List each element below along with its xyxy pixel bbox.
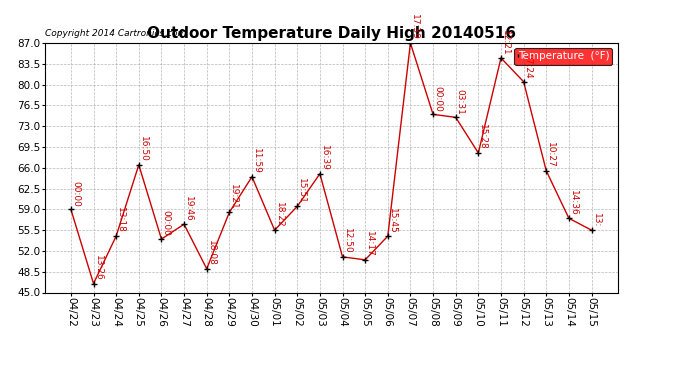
Text: 15:28: 15:28: [478, 124, 487, 150]
Text: 16:50: 16:50: [139, 136, 148, 162]
Text: 17:39: 17:39: [411, 15, 420, 40]
Text: 03:31: 03:31: [455, 89, 464, 115]
Text: 18:22: 18:22: [275, 202, 284, 227]
Text: 10:27: 10:27: [546, 142, 555, 168]
Text: 11:59: 11:59: [252, 148, 261, 174]
Title: Outdoor Temperature Daily High 20140516: Outdoor Temperature Daily High 20140516: [147, 26, 515, 40]
Legend: Temperature  (°F): Temperature (°F): [515, 48, 612, 64]
Text: 13:: 13:: [591, 213, 600, 227]
Text: 07:24: 07:24: [524, 53, 533, 79]
Text: 12:21: 12:21: [501, 30, 510, 55]
Text: 14:17: 14:17: [365, 231, 374, 257]
Text: 19:46: 19:46: [184, 196, 193, 222]
Text: 13:18: 13:18: [116, 207, 125, 233]
Text: 16:39: 16:39: [320, 145, 329, 171]
Text: 12:50: 12:50: [342, 228, 351, 254]
Text: 14:36: 14:36: [569, 190, 578, 216]
Text: 15:45: 15:45: [388, 208, 397, 233]
Text: 15:51: 15:51: [297, 178, 306, 204]
Text: Copyright 2014 Cartronics.com: Copyright 2014 Cartronics.com: [45, 29, 186, 38]
Text: 00:00: 00:00: [71, 181, 80, 207]
Text: 18:08: 18:08: [207, 240, 216, 266]
Text: 13:26: 13:26: [94, 255, 103, 281]
Text: 00:00: 00:00: [161, 210, 170, 236]
Text: 00:00: 00:00: [433, 86, 442, 112]
Text: 19:21: 19:21: [229, 184, 238, 210]
